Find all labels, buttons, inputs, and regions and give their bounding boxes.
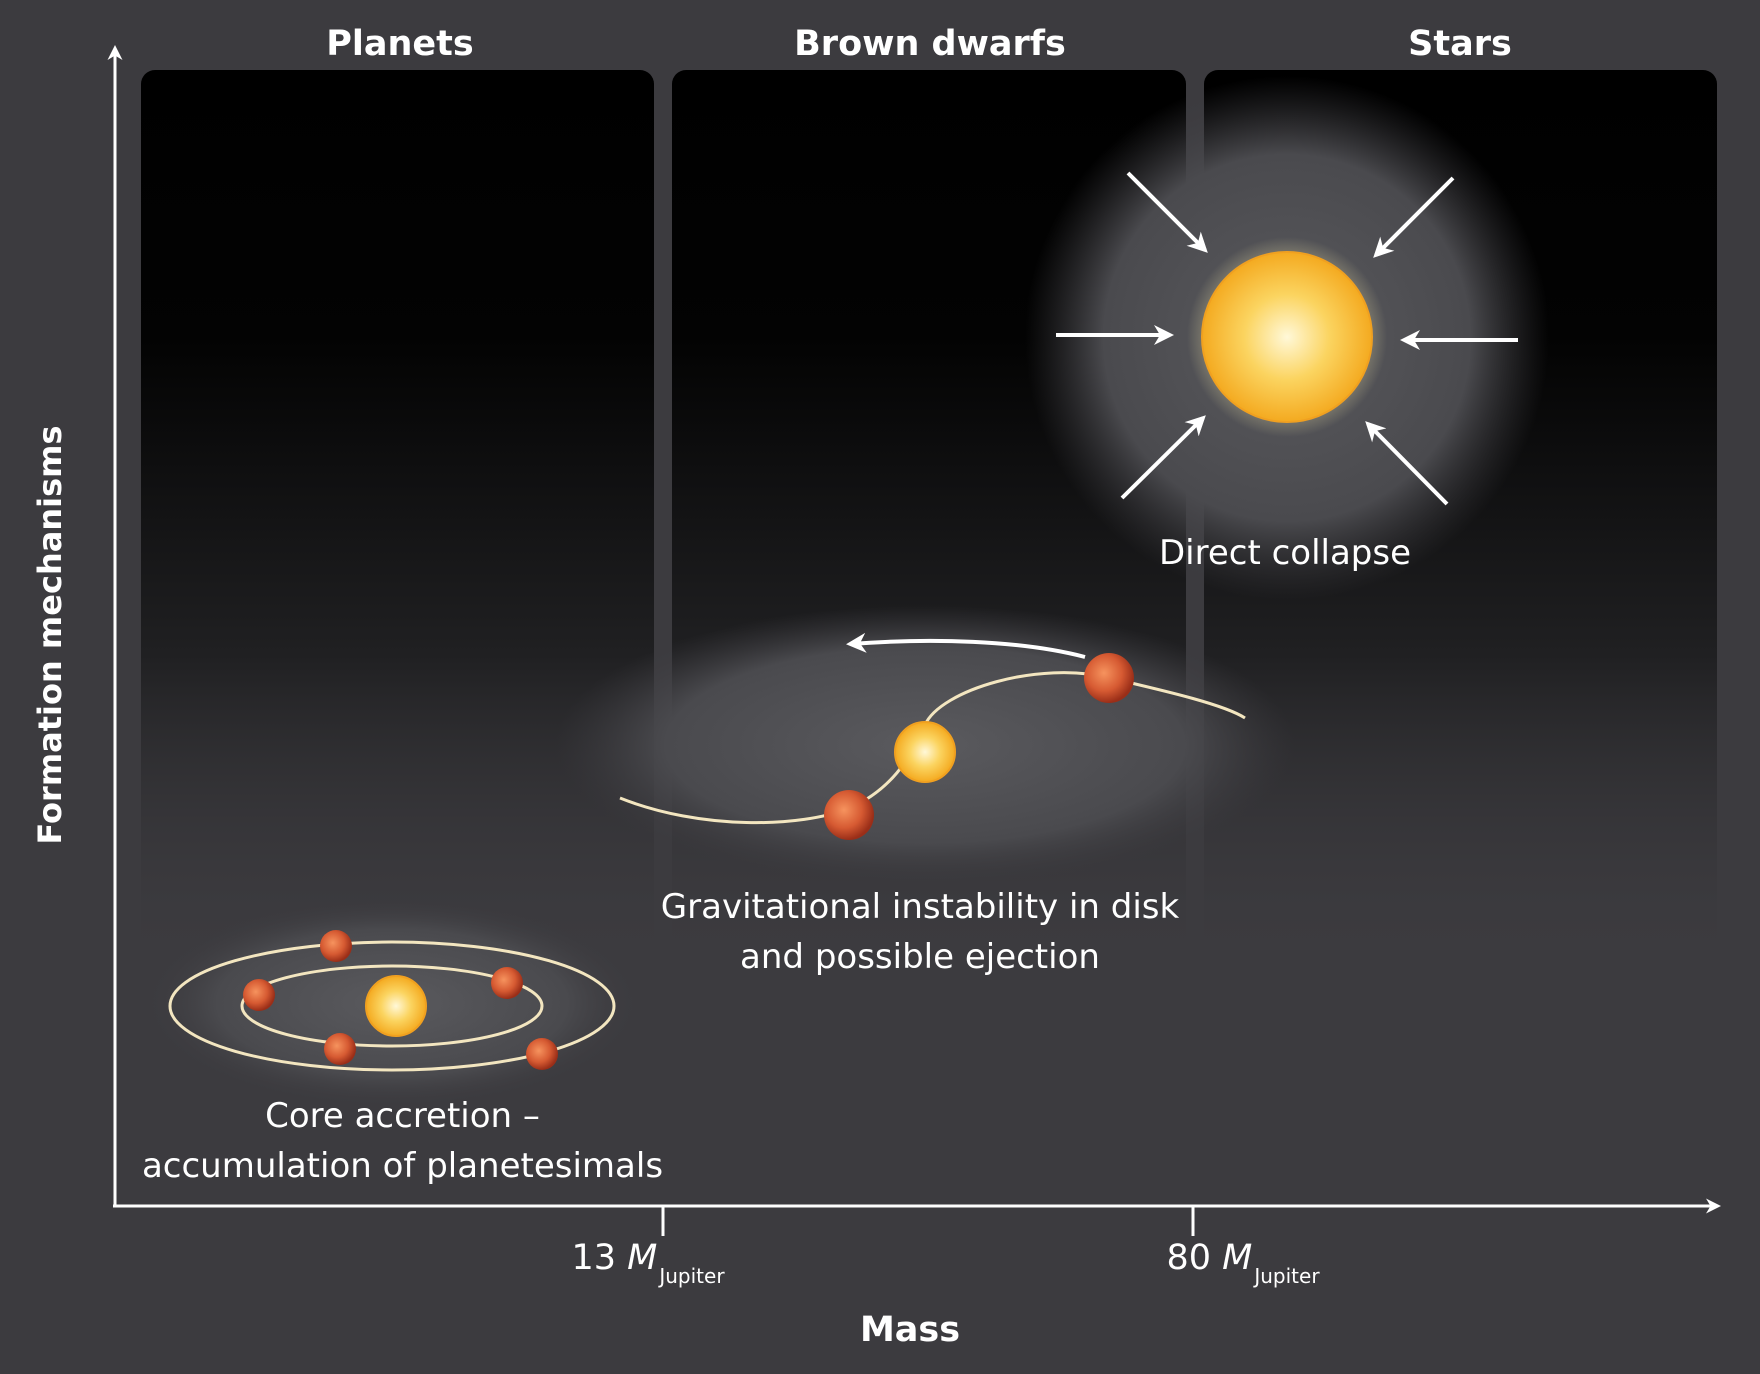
core-accretion-illustration xyxy=(142,898,642,1108)
tick-subscript: Jupiter xyxy=(659,1264,725,1288)
column-heading-stars: Stars xyxy=(1408,24,1512,64)
star-icon xyxy=(894,721,956,783)
tick-value: 13 xyxy=(571,1238,616,1278)
panel-planets xyxy=(141,70,654,970)
inward-arrow-icon xyxy=(1126,171,1208,253)
planetesimal-icon xyxy=(491,967,523,999)
column-heading-brown-dwarfs: Brown dwarfs xyxy=(794,24,1066,64)
tick-80-label: 80 M Jupiter xyxy=(1158,1238,1328,1288)
caption-line: and possible ejection xyxy=(740,937,1100,977)
star-icon xyxy=(365,975,427,1037)
y-axis-label: Formation mechanisms xyxy=(31,425,69,845)
planet-icon xyxy=(824,790,874,840)
ejection-arrow-icon xyxy=(846,632,1086,659)
planetesimal-icon xyxy=(324,1033,356,1065)
x-axis-label: Mass xyxy=(859,1310,961,1350)
tick-13-label: 13 M Jupiter xyxy=(563,1238,733,1288)
planetesimal-icon xyxy=(526,1038,558,1070)
caption-line: Gravitational instability in disk xyxy=(660,887,1180,927)
planetesimal-icon xyxy=(320,930,352,962)
planetesimal-icon xyxy=(243,979,275,1011)
caption-line: Core accretion – xyxy=(265,1096,540,1136)
star-icon xyxy=(1201,251,1373,423)
inward-arrow-icon xyxy=(1373,176,1455,258)
caption-line: accumulation of planetesimals xyxy=(141,1146,664,1186)
column-heading-planets: Planets xyxy=(326,24,474,64)
inward-arrow-icon xyxy=(1365,421,1449,506)
direct-collapse-illustration xyxy=(1025,76,1549,600)
tick-subscript: Jupiter xyxy=(1254,1264,1320,1288)
planet-icon xyxy=(1084,653,1134,703)
gravitational-instability-illustration xyxy=(555,605,1295,885)
caption-core-accretion: Core accretion – accumulation of planete… xyxy=(130,1091,675,1191)
tick-symbol: M xyxy=(1222,1238,1253,1278)
inner-orbit xyxy=(240,964,544,1048)
inward-arrow-icon xyxy=(1120,415,1206,500)
caption-gravitational-instability: Gravitational instability in disk and po… xyxy=(620,882,1220,982)
outer-orbit xyxy=(168,940,616,1072)
tick-value: 80 xyxy=(1166,1238,1211,1278)
caption-direct-collapse: Direct collapse xyxy=(1158,533,1412,573)
tick-symbol: M xyxy=(627,1238,658,1278)
